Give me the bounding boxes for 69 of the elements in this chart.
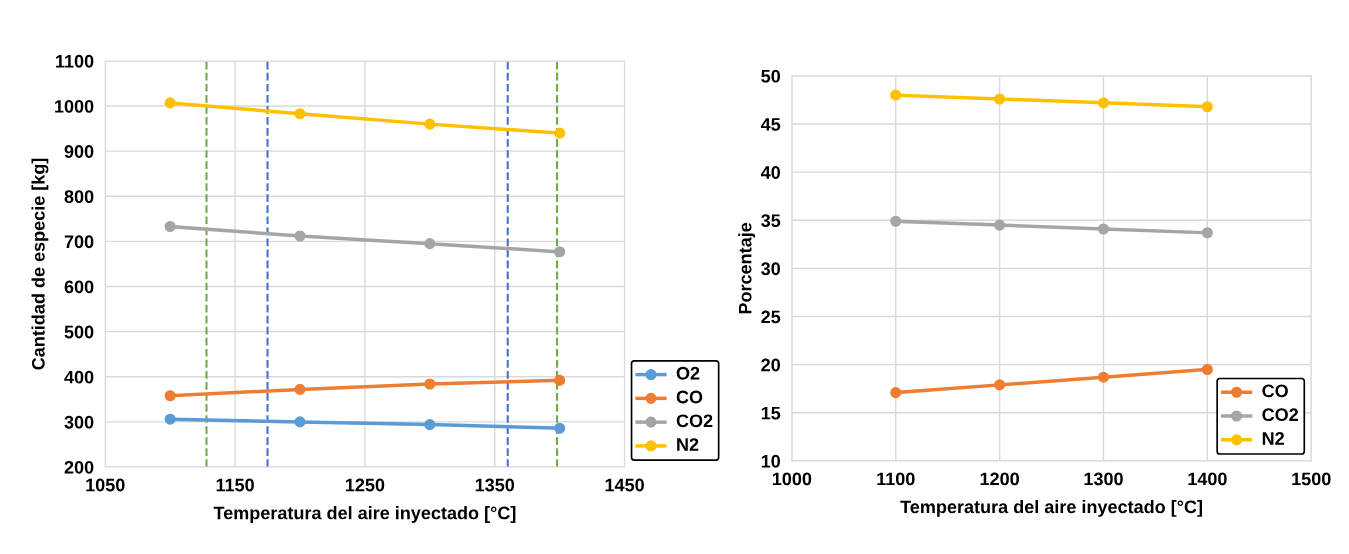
legend-label: CO2 [676, 414, 713, 428]
y-tick-label: 20 [761, 358, 781, 372]
point [294, 230, 306, 242]
y-axis-title: Cantidad de especie [kg] [31, 158, 49, 370]
point [890, 387, 902, 399]
x-tick-label: 1300 [1084, 472, 1123, 486]
x-tick-label: 1100 [877, 472, 915, 486]
y-tick-label: 800 [64, 190, 94, 204]
point [554, 127, 566, 139]
x-tick-label: 1000 [772, 472, 812, 486]
point [164, 220, 176, 233]
point [1097, 223, 1110, 235]
point [554, 422, 566, 434]
y-tick-label: 35 [761, 214, 781, 228]
x-tick-label: 1450 [605, 478, 644, 492]
point [164, 390, 176, 402]
legend-label: CO2 [1262, 408, 1299, 422]
legend-label: O2 [676, 366, 700, 380]
y-tick-label: 10 [761, 454, 781, 468]
y-tick-label: 500 [64, 325, 94, 339]
y-tick-label: 600 [64, 280, 94, 294]
point [164, 413, 176, 425]
point [424, 419, 436, 431]
legend-label: CO [676, 390, 703, 404]
point [554, 374, 566, 386]
point [890, 89, 902, 101]
point [164, 97, 176, 109]
legend-label: CO [1262, 384, 1288, 398]
point [994, 379, 1006, 391]
y-tick-label: 30 [761, 262, 781, 276]
y-tick-label: 40 [760, 166, 781, 179]
point [994, 219, 1006, 231]
point [890, 215, 902, 227]
y-tick-label: 900 [64, 145, 94, 158]
legend-label: N2 [677, 438, 699, 451]
y-tick-label: 1100 [56, 54, 94, 68]
point [424, 118, 436, 130]
y-tick-label: 50 [761, 69, 781, 83]
point [994, 93, 1006, 105]
y-tick-label: 25 [761, 310, 781, 324]
point [424, 378, 436, 390]
y-tick-label: 1000 [55, 99, 94, 113]
point [1201, 227, 1213, 239]
point [294, 383, 306, 395]
x-tick-label: 1500 [1292, 472, 1331, 486]
x-axis-title: Temperatura del aire inyectado [°C] [213, 506, 516, 523]
x-tick-label: 1200 [980, 472, 1019, 486]
point [1201, 363, 1213, 376]
point [294, 108, 306, 120]
x-axis-title: Temperatura del aire inyectado [°C] [900, 499, 1202, 517]
y-tick-label: 15 [761, 406, 781, 420]
x-tick-label: 1350 [475, 478, 515, 492]
y-tick-label: 700 [64, 235, 94, 249]
point [1201, 101, 1213, 113]
legend-label: N2 [1262, 432, 1284, 445]
point [1097, 371, 1110, 383]
y-tick-label: 400 [64, 370, 94, 384]
point [1097, 97, 1110, 109]
x-tick-label: 1400 [1188, 472, 1227, 486]
x-tick-label: 1150 [216, 478, 254, 492]
y-tick-label: 45 [760, 118, 781, 131]
y-tick-label: 200 [64, 460, 94, 474]
y-tick-label: 300 [64, 415, 94, 429]
x-tick-label: 1050 [86, 478, 125, 492]
point [424, 238, 436, 250]
point [294, 416, 306, 428]
point [554, 246, 566, 258]
x-tick-label: 1250 [345, 478, 385, 492]
y-axis-title: Porcentaje [738, 222, 756, 314]
